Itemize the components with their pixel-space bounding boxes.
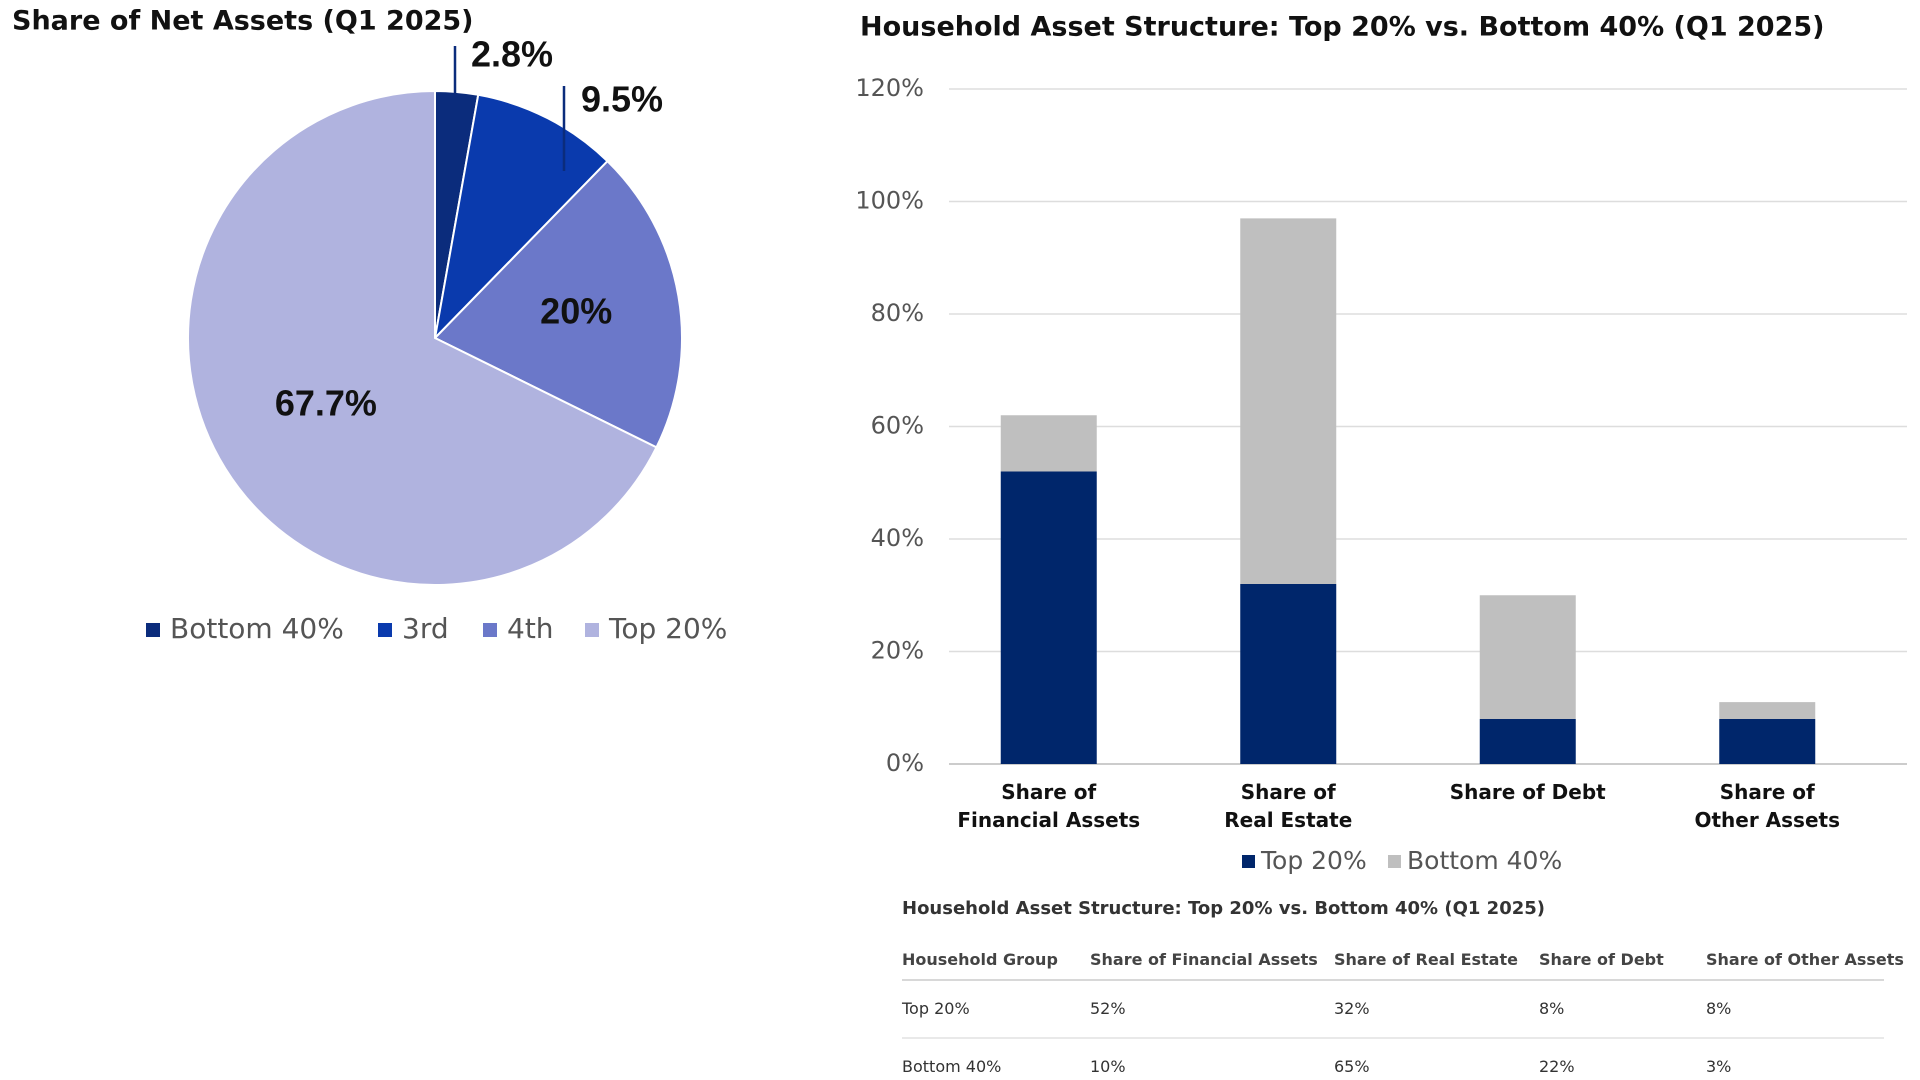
bar-segment (1719, 719, 1816, 764)
bar-segment (1719, 702, 1816, 719)
legend-label: Top 20% (608, 612, 727, 645)
bar-segment (1000, 415, 1097, 472)
legend-swatch (146, 623, 160, 637)
y-tick-label: 40% (871, 524, 924, 552)
table-cell: 3% (1706, 1057, 1732, 1076)
legend-swatch (1242, 855, 1255, 868)
y-tick-label: 20% (871, 637, 924, 665)
chart-title: Household Asset Structure: Top 20% vs. B… (860, 12, 1825, 43)
x-tick-label: Share of Financial Assets (957, 780, 1141, 832)
legend-label: 4th (507, 612, 554, 645)
data-label: 2.8% (471, 34, 553, 75)
pie-slice (187, 89, 658, 586)
y-tick-label: 100% (855, 187, 924, 215)
legend-swatch (1388, 855, 1401, 868)
y-tick-label: 80% (871, 299, 924, 327)
legend-swatch (378, 623, 392, 637)
bar-segment (1479, 595, 1576, 719)
legend-swatch (483, 623, 497, 637)
legend-label: Bottom 40% (170, 612, 344, 645)
table-cell: 65% (1334, 1057, 1370, 1076)
table-cell: 8% (1706, 999, 1732, 1018)
legend-label: Top 20% (1260, 846, 1367, 875)
table-header: Share of Financial Assets (1090, 950, 1318, 969)
x-tick-label: Share of Real Estate (1224, 780, 1353, 832)
legend-label: 3rd (402, 612, 449, 645)
table-cell: 22% (1539, 1057, 1575, 1076)
table-header: Share of Other Assets (1706, 950, 1904, 969)
x-tick-label: Share of Other Assets (1694, 780, 1840, 832)
table-cell: 8% (1539, 999, 1565, 1018)
table-cell: Bottom 40% (902, 1057, 1002, 1076)
legend-swatch (585, 623, 599, 637)
x-tick-label: Share of Debt (1449, 780, 1606, 804)
data-label: 9.5% (581, 79, 663, 120)
legend-label: Bottom 40% (1407, 846, 1562, 875)
data-label: 67.7% (275, 382, 377, 423)
data-label: 20% (540, 290, 612, 331)
table-cell: 10% (1090, 1057, 1126, 1076)
bar-segment (1479, 719, 1576, 764)
bar-segment (1240, 218, 1337, 584)
y-tick-label: 0% (886, 749, 924, 777)
chart-title: Share of Net Assets (Q1 2025) (12, 6, 474, 37)
table-cell: Top 20% (902, 999, 970, 1018)
bar-segment (1000, 471, 1097, 764)
y-tick-label: 120% (855, 74, 924, 102)
table-header: Household Group (902, 950, 1058, 969)
table-header: Share of Debt (1539, 950, 1664, 969)
table-cell: 52% (1090, 999, 1126, 1018)
table-title: Household Asset Structure: Top 20% vs. B… (902, 898, 1545, 919)
table-cell: 32% (1334, 999, 1370, 1018)
pie-slice (433, 159, 683, 449)
y-tick-label: 60% (871, 412, 924, 440)
bar-segment (1240, 584, 1337, 764)
table-header: Share of Real Estate (1334, 950, 1518, 969)
